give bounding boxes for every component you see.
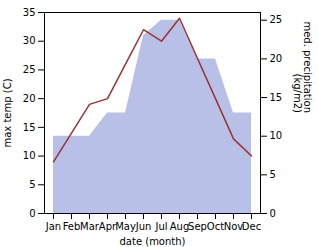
- svg-text:5: 5: [29, 179, 35, 190]
- svg-text:Jul: Jul: [154, 221, 167, 232]
- svg-text:date (month): date (month): [120, 236, 186, 247]
- svg-text:25: 25: [23, 64, 36, 75]
- svg-text:0: 0: [29, 208, 35, 219]
- svg-text:Feb: Feb: [63, 221, 81, 232]
- svg-text:Apr: Apr: [98, 220, 117, 232]
- svg-text:Aug: Aug: [170, 221, 190, 232]
- svg-text:10: 10: [270, 130, 283, 141]
- svg-text:Oct: Oct: [207, 221, 224, 232]
- svg-text:Mar: Mar: [80, 221, 100, 232]
- svg-text:35: 35: [23, 7, 36, 18]
- svg-text:5: 5: [270, 169, 276, 180]
- svg-text:med. precipitation(kg/m2): med. precipitation(kg/m2): [292, 21, 313, 113]
- svg-text:Sep: Sep: [188, 221, 207, 232]
- svg-text:max temp (C): max temp (C): [2, 78, 13, 147]
- svg-text:20: 20: [23, 93, 36, 104]
- svg-text:10: 10: [23, 150, 36, 161]
- svg-text:Jan: Jan: [45, 221, 61, 232]
- svg-text:Dec: Dec: [242, 221, 261, 232]
- svg-text:30: 30: [23, 35, 36, 46]
- svg-text:Jun: Jun: [135, 221, 152, 232]
- svg-text:25: 25: [270, 14, 283, 25]
- svg-text:15: 15: [23, 122, 36, 133]
- svg-text:20: 20: [270, 53, 283, 64]
- svg-text:0: 0: [270, 208, 276, 219]
- svg-text:15: 15: [270, 92, 283, 103]
- svg-text:May: May: [115, 221, 136, 232]
- svg-text:Nov: Nov: [224, 221, 244, 232]
